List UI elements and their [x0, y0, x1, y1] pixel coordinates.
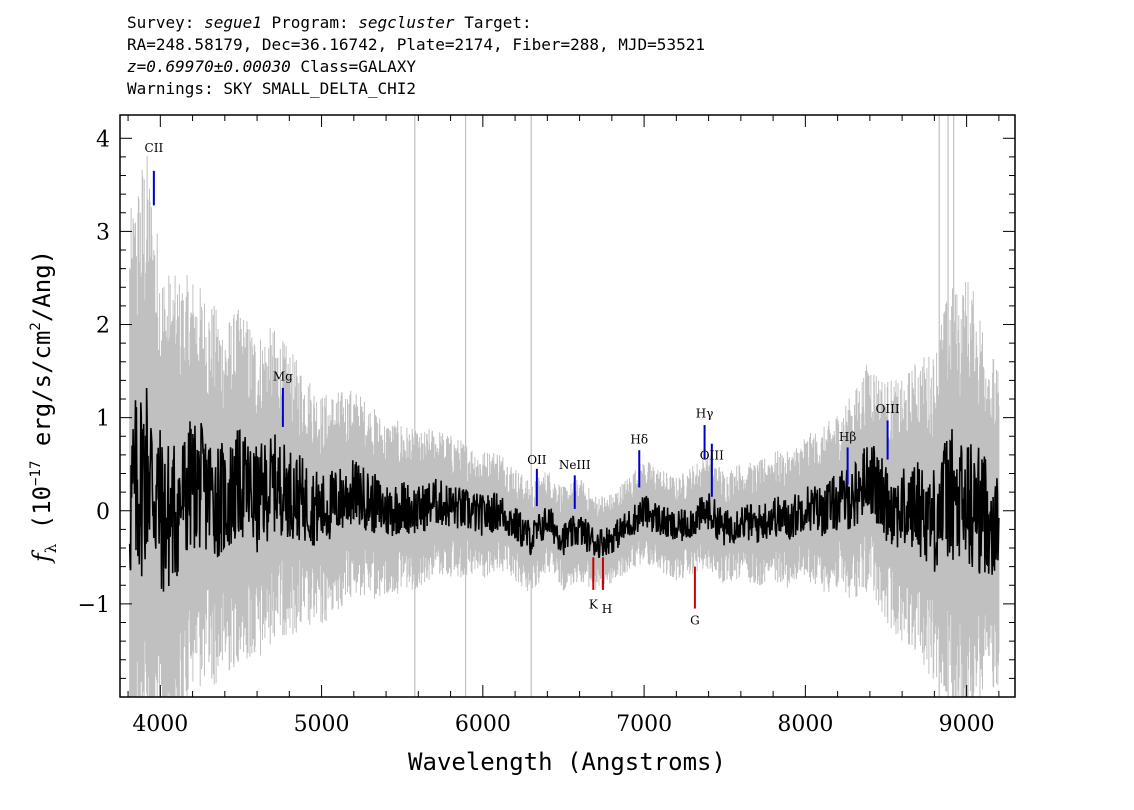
y-axis-label: fλ (10−17 erg/s/cm2/Ang): [28, 250, 60, 564]
y-tick-label: 2: [96, 314, 110, 339]
emission-line-label: OIII: [700, 449, 724, 463]
emission-line-label: CII: [145, 141, 164, 155]
absorption-line-label: K: [589, 598, 599, 612]
absorption-line-label: G: [690, 613, 700, 627]
spectrum-header: Survey: segue1 Program: segcluster Targe…: [127, 12, 705, 100]
program-value: segcluster: [358, 13, 455, 32]
y-tick-label: 3: [96, 220, 110, 245]
emission-line-label: Mg: [273, 369, 293, 383]
x-tick-label: 4000: [132, 712, 188, 737]
y-tick-label: 0: [96, 500, 110, 525]
header-line-redshift: z=0.69970±0.00030 Class=GALAXY: [127, 56, 705, 78]
emission-line-label: Hβ: [839, 430, 856, 444]
emission-line-label: OIII: [876, 402, 900, 416]
emission-line-label: Hγ: [696, 407, 714, 421]
x-tick-label: 8000: [777, 712, 833, 737]
flux-series: [128, 387, 1000, 592]
survey-label: Survey:: [127, 13, 195, 32]
absorption-line-label: H: [602, 602, 612, 616]
x-tick-label: 7000: [616, 712, 672, 737]
x-tick-label: 9000: [939, 712, 995, 737]
y-tick-label: 4: [96, 127, 110, 152]
y-tick-label: −1: [78, 593, 110, 618]
x-tick-label: 6000: [455, 712, 511, 737]
header-line-coordinates: RA=248.58179, Dec=36.16742, Plate=2174, …: [127, 35, 705, 54]
emission-line-label: OII: [527, 453, 547, 467]
program-label: Program:: [271, 13, 349, 32]
class-value: Class=GALAXY: [300, 57, 416, 76]
emission-line-label: NeIII: [559, 458, 591, 472]
survey-value: segue1: [204, 13, 262, 32]
header-line-warnings: Warnings: SKY SMALL_DELTA_CHI2: [127, 79, 416, 98]
emission-line-label: Hδ: [630, 433, 648, 447]
x-tick-label: 5000: [294, 712, 350, 737]
x-axis-label: Wavelength (Angstroms): [408, 748, 726, 776]
y-tick-label: 1: [96, 407, 110, 432]
plot-area: [128, 115, 1000, 697]
redshift-value: z=0.69970±0.00030: [127, 57, 291, 76]
header-line-survey: Survey: segue1 Program: segcluster Targe…: [127, 12, 705, 34]
plot-frame: [119, 114, 1016, 698]
target-label: Target:: [464, 13, 532, 32]
